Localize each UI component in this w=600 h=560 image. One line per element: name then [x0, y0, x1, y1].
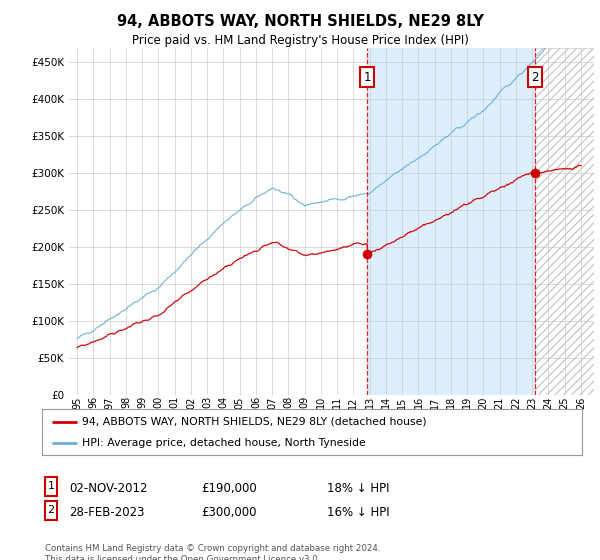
- Bar: [367, 48, 535, 395]
- Text: 2: 2: [47, 505, 55, 515]
- Text: 18% ↓ HPI: 18% ↓ HPI: [327, 482, 389, 494]
- Text: 1: 1: [47, 481, 55, 491]
- Text: 2: 2: [531, 71, 539, 83]
- Text: 28-FEB-2023: 28-FEB-2023: [69, 506, 145, 519]
- Text: Contains HM Land Registry data © Crown copyright and database right 2024.
This d: Contains HM Land Registry data © Crown c…: [45, 544, 380, 560]
- Text: 16% ↓ HPI: 16% ↓ HPI: [327, 506, 389, 519]
- Text: Price paid vs. HM Land Registry's House Price Index (HPI): Price paid vs. HM Land Registry's House …: [131, 34, 469, 46]
- Text: HPI: Average price, detached house, North Tyneside: HPI: Average price, detached house, Nort…: [83, 438, 366, 448]
- Text: 02-NOV-2012: 02-NOV-2012: [69, 482, 148, 494]
- Text: £190,000: £190,000: [201, 482, 257, 494]
- Bar: [535, 48, 600, 395]
- Text: 94, ABBOTS WAY, NORTH SHIELDS, NE29 8LY: 94, ABBOTS WAY, NORTH SHIELDS, NE29 8LY: [116, 14, 484, 29]
- Text: 1: 1: [363, 71, 371, 83]
- Text: £300,000: £300,000: [201, 506, 257, 519]
- Text: 94, ABBOTS WAY, NORTH SHIELDS, NE29 8LY (detached house): 94, ABBOTS WAY, NORTH SHIELDS, NE29 8LY …: [83, 417, 427, 427]
